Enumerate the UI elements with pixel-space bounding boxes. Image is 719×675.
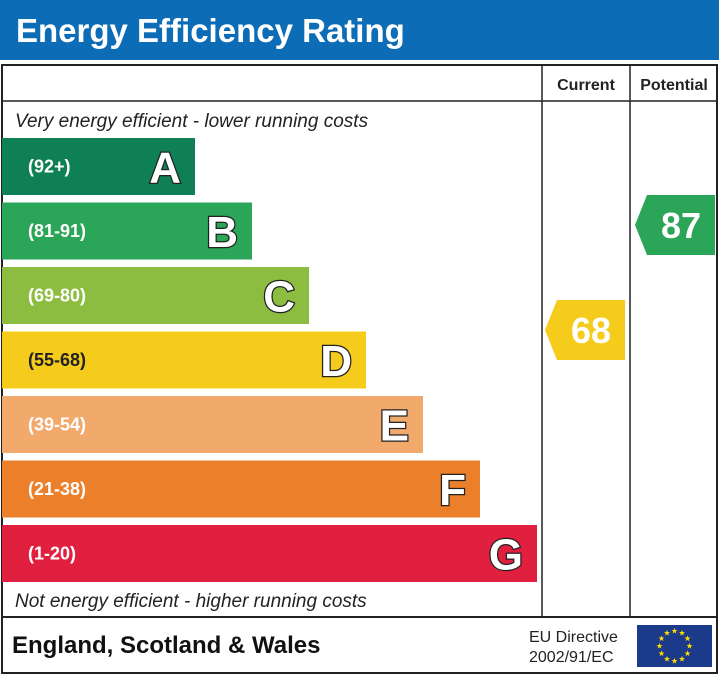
band-bar-f [2, 460, 480, 518]
band-letter: C [263, 273, 295, 322]
star-icon [678, 629, 686, 636]
current-column-header: Current [557, 77, 615, 94]
potential-rating-value: 87 [661, 205, 701, 246]
band-range: (39-54) [28, 415, 86, 435]
star-icon [658, 635, 665, 642]
star-icon [663, 655, 671, 662]
band-letter: F [439, 466, 466, 515]
band-range: (55-68) [28, 350, 86, 370]
band-bar-e [2, 396, 423, 453]
region-label: England, Scotland & Wales [12, 632, 320, 659]
eu-flag-icon [637, 625, 712, 667]
star-icon [671, 657, 678, 664]
star-icon [678, 655, 686, 662]
star-icon [656, 642, 663, 649]
band-bar-a [2, 138, 195, 195]
star-icon [686, 642, 693, 649]
chart-title: Energy Efficiency Rating [16, 12, 405, 49]
band-range: (1-20) [28, 544, 76, 564]
band-range: (92+) [28, 157, 71, 177]
top-note: Very energy efficient - lower running co… [15, 111, 369, 132]
band-range: (21-38) [28, 479, 86, 499]
rating-bands: (92+) A (81-91) B (69-80) C (55-68) D (39-54) E (2… [2, 138, 537, 582]
rating-arrows: 68 87 [545, 195, 715, 360]
band-letter: D [320, 337, 352, 386]
band-letter: G [489, 531, 523, 580]
bottom-note: Not energy efficient - higher running co… [15, 591, 367, 612]
star-icon [663, 629, 671, 636]
band-range: (69-80) [28, 286, 86, 306]
current-rating-value: 68 [571, 310, 611, 351]
directive-line1: EU Directive [529, 629, 618, 646]
star-icon [684, 650, 691, 657]
band-bar-b [2, 202, 252, 260]
band-letter: B [206, 208, 238, 257]
star-icon [684, 635, 691, 642]
band-range: (81-91) [28, 221, 86, 241]
current-rating-arrow [545, 300, 625, 360]
band-bar-c [2, 267, 309, 324]
band-bar-d [2, 331, 366, 389]
potential-rating-arrow [635, 195, 715, 255]
potential-column-header: Potential [640, 77, 708, 94]
band-letter: A [149, 144, 181, 193]
directive-line2: 2002/91/EC [529, 649, 614, 666]
header-bar [0, 0, 719, 60]
band-bar-g [2, 525, 537, 582]
band-letter: E [380, 402, 409, 451]
star-icon [671, 627, 678, 634]
star-icon [658, 650, 665, 657]
